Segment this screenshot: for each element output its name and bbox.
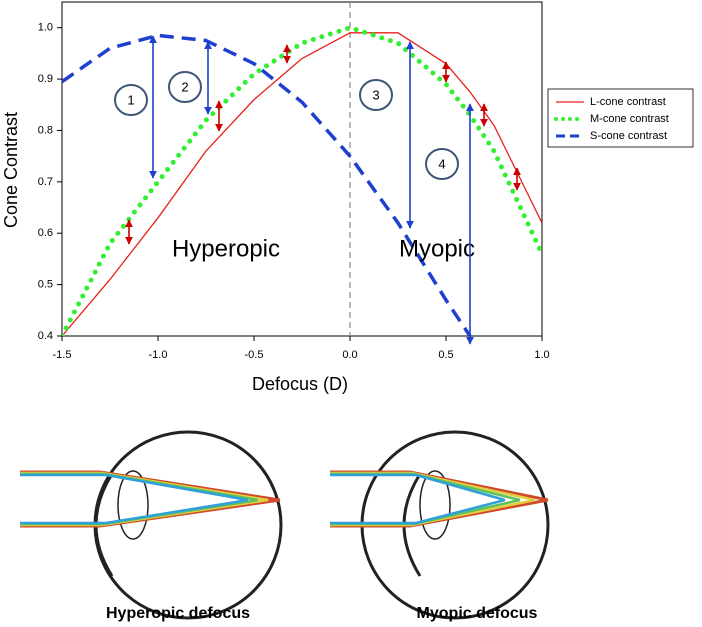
y-tick-label: 0.8	[38, 124, 53, 136]
legend-label: M-cone contrast	[590, 113, 669, 125]
plot-frame	[61, 1, 543, 337]
diagram-caption: Myopic defocus	[417, 605, 538, 622]
diagram-caption: Hyperopic defocus	[106, 605, 250, 622]
x-tick-label: 0.5	[438, 349, 453, 361]
marker-circle	[425, 148, 459, 180]
plot: -1.5 -1.0 -0.5 0.0 0.5 1.0 0.4 0.5 0.6 0.7 0.8 0.9 1…	[38, 1, 694, 361]
series-line	[62, 33, 472, 336]
marker-circle	[114, 84, 148, 116]
x-tick-label: -0.5	[245, 349, 264, 361]
y-tick-label: 0.9	[38, 73, 53, 85]
marker-circle	[359, 79, 393, 111]
x-tick-label: -1.5	[53, 349, 72, 361]
y-tick-label: 0.6	[38, 227, 53, 239]
x-tick-label: -1.0	[149, 349, 168, 361]
annotation: Myopic	[399, 235, 475, 262]
marker-label: 2	[181, 79, 188, 94]
x-tick-label: 0.0	[342, 349, 357, 361]
series-line	[62, 25, 542, 336]
marker-label: 1	[127, 92, 134, 107]
arrows	[125, 35, 521, 345]
legend-label: L-cone contrast	[590, 96, 666, 108]
x-axis-label: Defocus (D)	[252, 374, 348, 394]
annotation: Hyperopic	[172, 235, 280, 262]
marker-label: 4	[438, 156, 445, 171]
y-tick-label: 1.0	[38, 22, 53, 34]
series-lines	[62, 25, 542, 336]
x-tick-label: 1.0	[534, 349, 549, 361]
marker-circle	[168, 71, 202, 103]
eye-diagram-myopic	[330, 430, 550, 620]
marker-label: 3	[372, 87, 379, 102]
legend: L-cone contrast M-cone contrast S-cone con…	[547, 88, 694, 148]
y-tick-label: 0.4	[38, 330, 53, 342]
series-line	[62, 32, 542, 336]
y-tick-label: 0.5	[38, 279, 53, 291]
y-axis-label: Cone Contrast	[1, 112, 21, 228]
legend-label: S-cone contrast	[590, 130, 667, 142]
eye-diagram-hyperopic	[20, 430, 283, 620]
y-tick-label: 0.7	[38, 176, 53, 188]
